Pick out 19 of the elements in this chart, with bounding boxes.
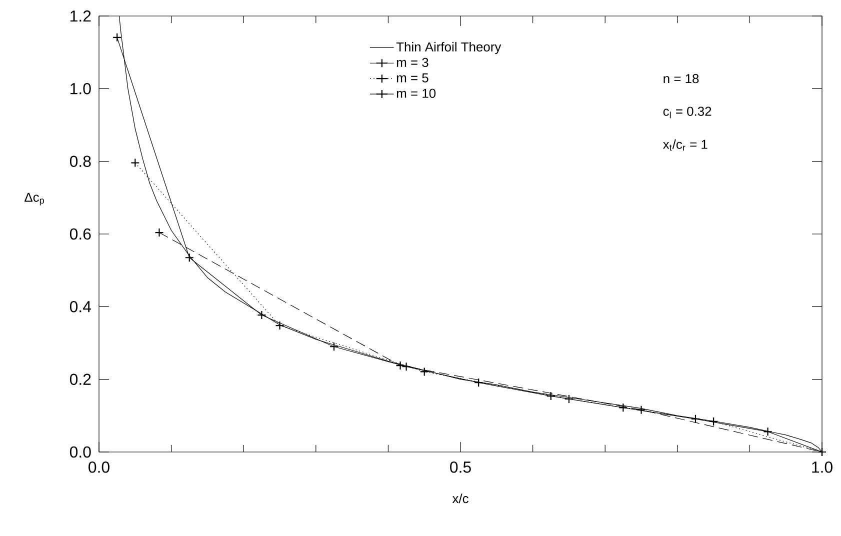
y-tick-label: 1.2 (70, 10, 91, 22)
legend-label: m = 3 (396, 58, 428, 68)
y-tick-label: 1.0 (70, 83, 91, 94)
legend-label: m = 5 (396, 73, 428, 82)
y-tick-label: 0.2 (70, 374, 91, 385)
y-tick-label: 0.8 (70, 156, 91, 167)
legend-label: Thin Airfoil Theory (396, 42, 502, 54)
annotation: c$_{l}$ = 0.32 (663, 106, 712, 118)
x-tick-label: 0.5 (450, 462, 471, 473)
annotation: n = 18 (664, 74, 699, 84)
y-axis-title: Δc$_{p}$ (24, 192, 44, 206)
x-axis-title: x/c (452, 494, 468, 504)
x-tick-label: 1.0 (812, 462, 832, 473)
y-tick-label: 0.4 (70, 301, 92, 312)
y-tick-label: 0.0 (70, 446, 91, 458)
legend-label: m = 10 (396, 88, 436, 98)
x-tick-label: 0.0 (88, 462, 110, 473)
y-tick-label: 0.6 (70, 228, 91, 240)
annotation: x$_{t}$/c$_{r}$ = 1 (662, 139, 708, 151)
